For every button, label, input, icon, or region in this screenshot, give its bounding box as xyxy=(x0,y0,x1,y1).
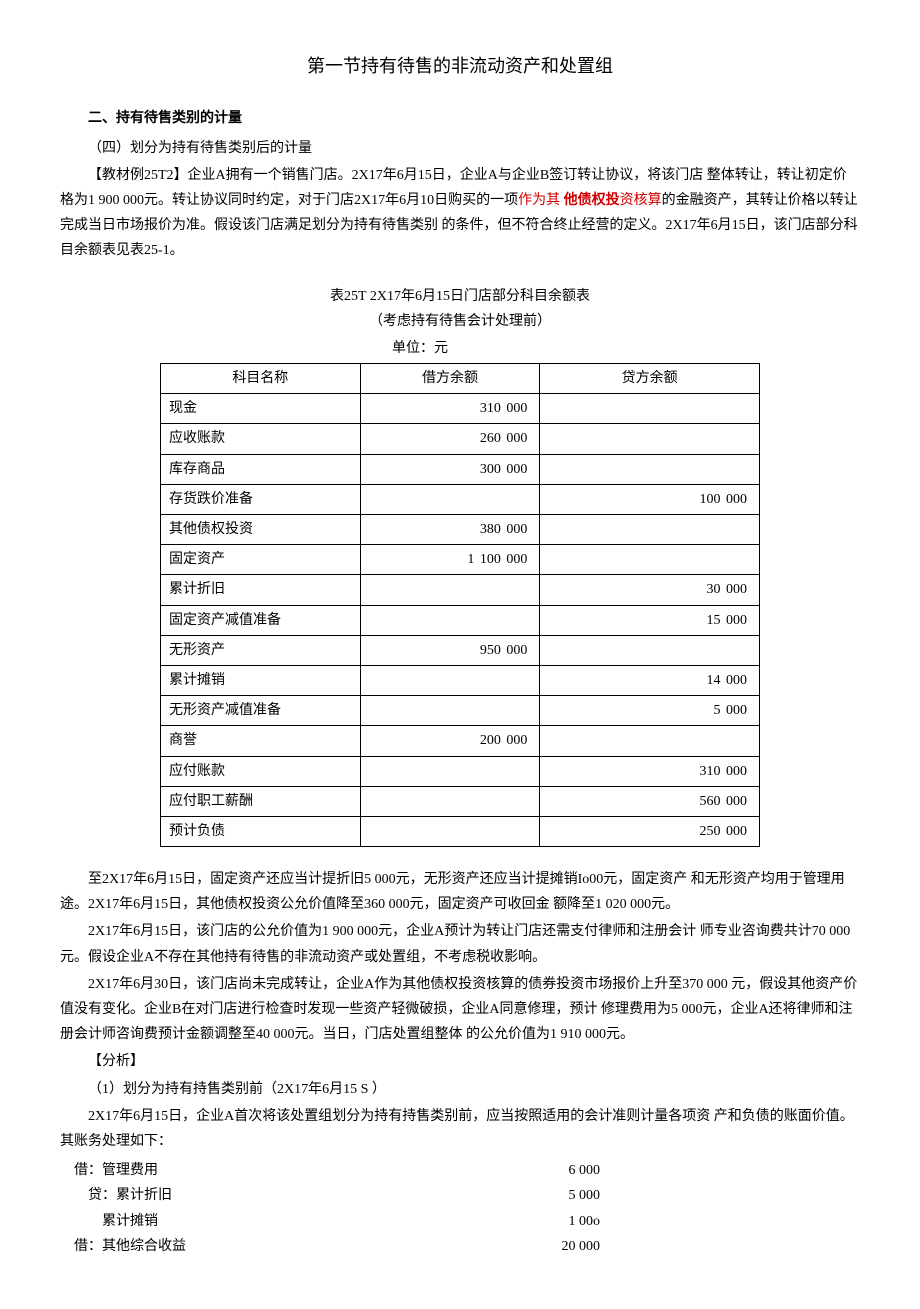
paragraph-5: 2X17年6月15日，企业A首次将该处置组划分为持有持售类别前，应当按照适用的会… xyxy=(60,1104,860,1154)
cell-credit xyxy=(540,394,760,424)
cell-debit: 200 000 xyxy=(360,726,540,756)
cell-credit xyxy=(540,515,760,545)
table-row: 现金310 000 xyxy=(161,394,760,424)
cell-name: 固定资产 xyxy=(161,545,361,575)
table-header-row: 科目名称 借方余额 贷方余额 xyxy=(161,364,760,394)
document-title: 第一节持有待售的非流动资产和处置组 xyxy=(60,50,860,82)
cell-credit: 560 000 xyxy=(540,786,760,816)
cell-credit: 250 000 xyxy=(540,816,760,846)
table-row: 应付职工薪酬 560 000 xyxy=(161,786,760,816)
table-row: 累计折旧 30 000 xyxy=(161,575,760,605)
entry-label: 贷：累计折旧 xyxy=(60,1183,400,1208)
table-row: 应付账款 310 000 xyxy=(161,756,760,786)
cell-credit: 310 000 xyxy=(540,756,760,786)
cell-name: 库存商品 xyxy=(161,454,361,484)
paragraph-2: 至2X17年6月15日，固定资产还应当计提折旧5 000元，无形资产还应当计提摊… xyxy=(60,867,860,917)
entry-amount: 1 00o xyxy=(400,1209,600,1234)
cell-debit: 260 000 xyxy=(360,424,540,454)
paragraph-3: 2X17年6月15日，该门店的公允价值为1 900 000元，企业A预计为转让门… xyxy=(60,919,860,969)
cell-debit xyxy=(360,816,540,846)
entry-row: 贷：累计折旧5 000 xyxy=(60,1183,860,1208)
section-heading: 二、持有待售类别的计量 xyxy=(60,106,860,131)
cell-name: 累计摊销 xyxy=(161,665,361,695)
cell-debit: 310 000 xyxy=(360,394,540,424)
table-unit: 单位：元 xyxy=(0,336,860,361)
cell-debit xyxy=(360,665,540,695)
cell-debit xyxy=(360,696,540,726)
col-debit: 借方余额 xyxy=(360,364,540,394)
cell-debit: 950 000 xyxy=(360,635,540,665)
cell-debit xyxy=(360,756,540,786)
cell-credit: 5 000 xyxy=(540,696,760,726)
cell-credit: 30 000 xyxy=(540,575,760,605)
entry-label: 累计摊销 xyxy=(60,1209,400,1234)
table-row: 其他债权投资380 000 xyxy=(161,515,760,545)
table-row: 商誉200 000 xyxy=(161,726,760,756)
table-row: 库存商品300 000 xyxy=(161,454,760,484)
cell-name: 应付账款 xyxy=(161,756,361,786)
cell-name: 固定资产减值准备 xyxy=(161,605,361,635)
balance-table: 科目名称 借方余额 贷方余额 现金310 000应收账款260 000库存商品3… xyxy=(160,363,760,847)
entry-row: 借：管理费用6 000 xyxy=(60,1158,860,1183)
cell-name: 无形资产减值准备 xyxy=(161,696,361,726)
cell-name: 无形资产 xyxy=(161,635,361,665)
entry-amount: 6 000 xyxy=(400,1158,600,1183)
table-row: 存货跌价准备 100 000 xyxy=(161,484,760,514)
cell-debit: 300 000 xyxy=(360,454,540,484)
para1-red-bold: 他债权投 xyxy=(564,193,620,208)
entry-row: 借：其他综合收益20 000 xyxy=(60,1234,860,1259)
cell-name: 现金 xyxy=(161,394,361,424)
entry-amount: 5 000 xyxy=(400,1183,600,1208)
para1-red2: 资核算 xyxy=(620,193,662,208)
cell-name: 存货跌价准备 xyxy=(161,484,361,514)
cell-credit: 15 000 xyxy=(540,605,760,635)
table-row: 预计负债 250 000 xyxy=(161,816,760,846)
table-row: 累计摊销 14 000 xyxy=(161,665,760,695)
cell-debit xyxy=(360,575,540,605)
table-row: 固定资产1 100 000 xyxy=(161,545,760,575)
cell-credit xyxy=(540,726,760,756)
cell-debit xyxy=(360,605,540,635)
col-credit: 贷方余额 xyxy=(540,364,760,394)
paragraph-1: 【教材例25T2】企业A拥有一个销售门店。2X17年6月15日，企业A与企业B签… xyxy=(60,163,860,264)
journal-entries: 借：管理费用6 000 贷：累计折旧5 000 累计摊销1 00o 借：其他综合… xyxy=(60,1158,860,1259)
table-subtitle: （考虑持有待售会计处理前） xyxy=(60,309,860,334)
entry-row: 累计摊销1 00o xyxy=(60,1209,860,1234)
entry-label: 借：管理费用 xyxy=(60,1158,400,1183)
cell-name: 累计折旧 xyxy=(161,575,361,605)
cell-credit: 14 000 xyxy=(540,665,760,695)
analysis-item-1: （1）划分为持有持售类别前（2X17年6月15 S ） xyxy=(60,1077,860,1102)
cell-credit xyxy=(540,545,760,575)
cell-debit xyxy=(360,484,540,514)
cell-name: 应收账款 xyxy=(161,424,361,454)
table-row: 无形资产减值准备 5 000 xyxy=(161,696,760,726)
col-name: 科目名称 xyxy=(161,364,361,394)
cell-credit xyxy=(540,424,760,454)
cell-name: 其他债权投资 xyxy=(161,515,361,545)
cell-credit xyxy=(540,635,760,665)
cell-debit xyxy=(360,786,540,816)
table-row: 无形资产950 000 xyxy=(161,635,760,665)
sub-heading: （四）划分为持有待售类别后的计量 xyxy=(60,136,860,161)
entry-amount: 20 000 xyxy=(400,1234,600,1259)
cell-credit: 100 000 xyxy=(540,484,760,514)
table-row: 固定资产减值准备 15 000 xyxy=(161,605,760,635)
table-row: 应收账款260 000 xyxy=(161,424,760,454)
cell-debit: 1 100 000 xyxy=(360,545,540,575)
paragraph-4: 2X17年6月30日，该门店尚未完成转让，企业A作为其他债权投资核算的债券投资市… xyxy=(60,972,860,1048)
cell-name: 预计负债 xyxy=(161,816,361,846)
cell-credit xyxy=(540,454,760,484)
cell-name: 应付职工薪酬 xyxy=(161,786,361,816)
table-title: 表25T 2X17年6月15日门店部分科目余额表 xyxy=(60,284,860,309)
entry-label: 借：其他综合收益 xyxy=(60,1234,400,1259)
para1-red1: 作为其 xyxy=(518,193,564,208)
cell-name: 商誉 xyxy=(161,726,361,756)
cell-debit: 380 000 xyxy=(360,515,540,545)
analysis-label: 【分析】 xyxy=(60,1049,860,1074)
